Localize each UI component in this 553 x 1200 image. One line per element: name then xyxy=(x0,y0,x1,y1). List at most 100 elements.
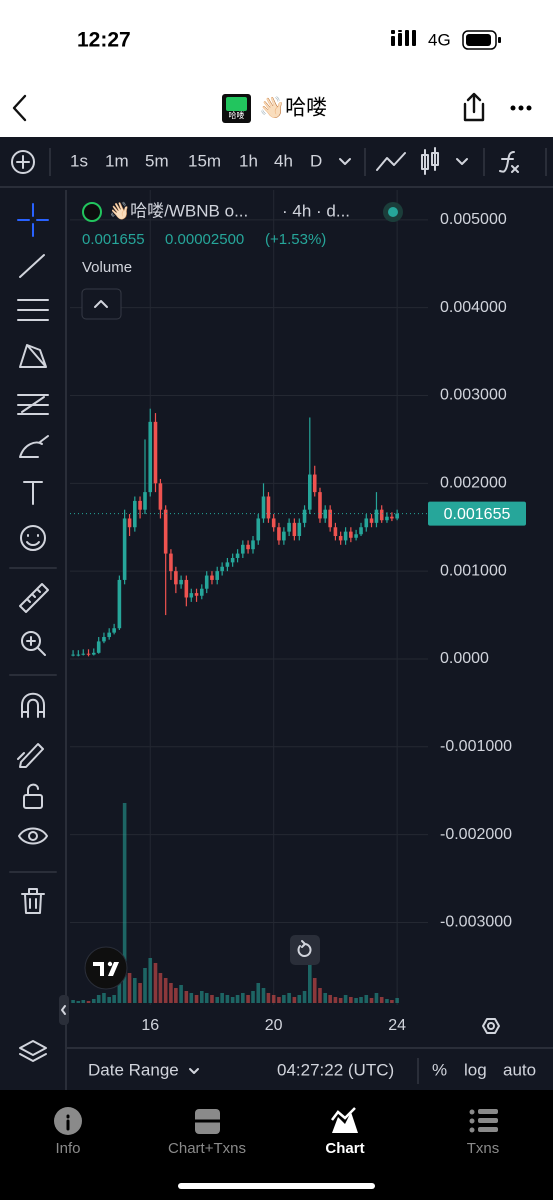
volume-bar xyxy=(96,995,101,1003)
candle-body xyxy=(256,518,261,541)
line-style-button[interactable] xyxy=(376,152,406,171)
chart-bg xyxy=(0,137,553,1090)
volume-bar xyxy=(354,998,358,1003)
interval-bar: 1s 1m 5m 15m 1h 4h D xyxy=(70,151,322,170)
interval-button[interactable]: D xyxy=(310,151,322,170)
interval-button[interactable]: 15m xyxy=(188,151,221,170)
interval-button[interactable]: 4h xyxy=(274,151,293,170)
network-label: 4G xyxy=(428,30,451,49)
volume-bar xyxy=(71,1000,75,1003)
interval-button[interactable]: 1h xyxy=(239,151,258,170)
tab-label[interactable]: Chart+Txns xyxy=(168,1140,246,1157)
brush-tool[interactable] xyxy=(19,435,49,458)
lock-drawing-tool[interactable] xyxy=(17,743,44,768)
zoom-tool[interactable] xyxy=(21,631,41,651)
chart-style-dropdown[interactable] xyxy=(456,158,468,165)
legend-price: 0.001655 xyxy=(82,231,145,248)
candle-body xyxy=(251,540,255,550)
crosshair-tool[interactable] xyxy=(17,203,49,237)
volume-bar xyxy=(261,988,266,1003)
volume-bar xyxy=(251,991,255,1003)
text-tool[interactable] xyxy=(23,481,43,505)
volume-bar xyxy=(158,973,163,1003)
chart-settings-button[interactable] xyxy=(482,1018,500,1034)
layers-button[interactable] xyxy=(19,1040,47,1062)
volume-bar xyxy=(127,973,132,1003)
volume-bar xyxy=(230,997,235,1003)
chart-tab-line xyxy=(331,1107,356,1121)
percent-toggle[interactable]: % xyxy=(432,1060,447,1079)
volume-bar xyxy=(282,995,286,1003)
volume-bar xyxy=(220,993,224,1003)
tradingview-mark xyxy=(93,962,119,976)
volume-bar xyxy=(148,958,153,1003)
candle-body xyxy=(76,654,81,656)
volume-bar xyxy=(184,991,189,1003)
emoji-tool[interactable] xyxy=(20,525,46,551)
y-tick-label: -0.001000 xyxy=(440,738,512,755)
candle-body xyxy=(81,653,86,655)
header-title: 👋🏻哈喽 xyxy=(259,96,327,121)
legend-change-pct: (+1.53%) xyxy=(265,231,326,248)
tab-label[interactable]: Txns xyxy=(467,1140,500,1157)
pattern-tool[interactable] xyxy=(19,344,47,368)
candle-body xyxy=(302,509,307,523)
token-logo-text: 哈喽 xyxy=(229,110,245,120)
volume-bar xyxy=(86,1001,91,1003)
more-button[interactable] xyxy=(510,105,532,111)
candle-body xyxy=(143,492,147,510)
back-button[interactable] xyxy=(12,94,27,122)
auto-toggle[interactable]: auto xyxy=(503,1060,536,1079)
interval-button[interactable]: 5m xyxy=(145,151,169,170)
candle-body xyxy=(328,509,332,528)
ruler-tool[interactable] xyxy=(19,583,49,613)
tab-label[interactable]: Chart xyxy=(325,1140,364,1157)
candle-body xyxy=(333,527,338,537)
interval-button[interactable]: 1m xyxy=(105,151,129,170)
collapse-legend-button[interactable] xyxy=(81,288,122,320)
candle-body xyxy=(169,553,173,572)
candle-body xyxy=(199,588,204,596)
volume-bar xyxy=(266,993,271,1003)
candle-body xyxy=(179,579,183,585)
interval-button[interactable]: 1s xyxy=(70,151,88,170)
candle-body xyxy=(204,575,209,589)
volume-bar xyxy=(199,991,204,1003)
interval-dropdown[interactable] xyxy=(339,158,351,165)
trendline-tool[interactable] xyxy=(19,254,45,278)
y-tick-label: 0.003000 xyxy=(440,387,507,404)
candle-body xyxy=(359,527,363,535)
magnet-tool[interactable] xyxy=(21,692,45,718)
candle-body xyxy=(71,654,75,656)
volume-bar xyxy=(215,997,220,1003)
tab-label[interactable]: Info xyxy=(55,1140,80,1157)
date-range-button[interactable]: Date Range xyxy=(88,1060,179,1079)
indicators-button[interactable] xyxy=(499,151,519,173)
candle-style-button[interactable] xyxy=(421,147,439,175)
reset-chart-button[interactable] xyxy=(290,935,320,965)
candle-body xyxy=(174,571,178,585)
fib-tool[interactable] xyxy=(17,299,49,321)
chart-tab-icon xyxy=(332,1112,358,1133)
projection-tool[interactable] xyxy=(17,394,49,415)
share-button[interactable] xyxy=(463,92,485,122)
token-logo-art xyxy=(226,97,247,111)
sidebar-toggle[interactable] xyxy=(59,995,69,1025)
candle-body xyxy=(343,531,348,541)
volume-bar xyxy=(81,1000,86,1003)
volume-bar xyxy=(364,995,369,1003)
tradingview-logo[interactable] xyxy=(84,946,128,990)
grid xyxy=(70,190,428,1005)
unlock-tool[interactable] xyxy=(23,794,43,809)
status-time: 12:27 xyxy=(77,29,131,52)
visibility-tool[interactable] xyxy=(18,827,48,845)
volume-bar xyxy=(241,993,245,1003)
delete-tool[interactable] xyxy=(21,888,45,914)
candle-body xyxy=(297,522,302,537)
volume-bar xyxy=(323,993,328,1003)
timezone-label[interactable]: 04:27:22 (UTC) xyxy=(277,1060,394,1079)
tab-bar xyxy=(0,1090,553,1200)
log-toggle[interactable]: log xyxy=(464,1060,487,1079)
add-indicator-button[interactable] xyxy=(11,150,35,174)
